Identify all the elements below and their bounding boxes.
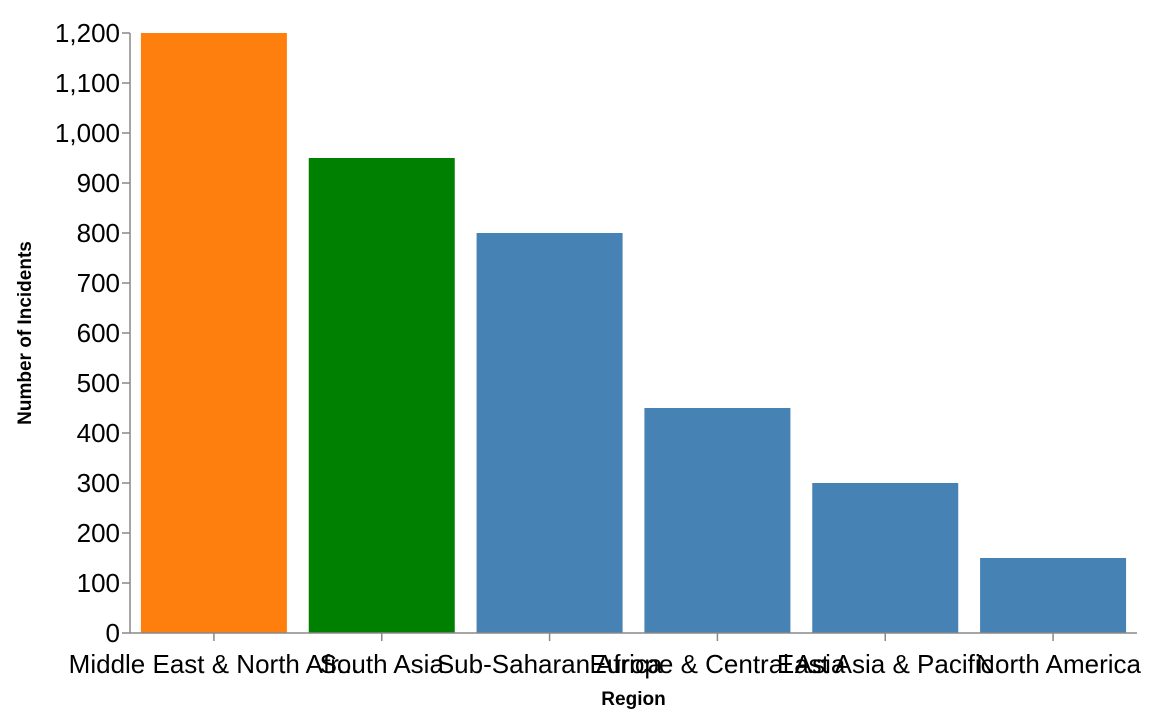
- x-axis-title: Region: [601, 689, 665, 710]
- bar-6: [980, 558, 1127, 633]
- bar-1: [140, 33, 287, 633]
- bar-2: [308, 158, 455, 633]
- y-axis: 0 100 200 300 400 500 600 700 800 900 1,000 1,100 1,…: [55, 18, 131, 648]
- bars-layer: [140, 33, 1127, 633]
- x-tick-label: South Asia: [320, 649, 445, 679]
- y-tick-label: 0: [106, 618, 120, 648]
- y-tick-label: 1,100: [55, 68, 120, 98]
- bar-3: [476, 233, 623, 633]
- x-tick-label: Sub-Saharan Africa: [437, 649, 663, 679]
- y-tick-label: 900: [77, 168, 120, 198]
- bar-4: [644, 408, 791, 633]
- x-tick-label: Middle East & North Afr...: [69, 649, 359, 679]
- bar-5: [812, 483, 959, 633]
- y-tick-label: 1,200: [55, 18, 120, 48]
- y-tick-label: 300: [77, 468, 120, 498]
- y-tick-label: 600: [77, 318, 120, 348]
- y-tick-label: 700: [77, 268, 120, 298]
- x-tick-label: East Asia & Pacific: [777, 649, 994, 679]
- y-tick-label: 400: [77, 418, 120, 448]
- y-tick-label: 800: [77, 218, 120, 248]
- y-tick-label: 1,000: [55, 118, 120, 148]
- x-tick-label: North America: [976, 649, 1141, 679]
- x-axis: Middle East & North Afr...South AsiaSub-…: [69, 632, 1142, 679]
- x-tick-label: Europe & Central Asia: [590, 649, 846, 679]
- y-tick-label: 500: [77, 368, 120, 398]
- y-axis-title: Number of Incidents: [15, 241, 36, 425]
- y-tick-label: 200: [77, 518, 120, 548]
- y-tick-label: 100: [77, 568, 120, 598]
